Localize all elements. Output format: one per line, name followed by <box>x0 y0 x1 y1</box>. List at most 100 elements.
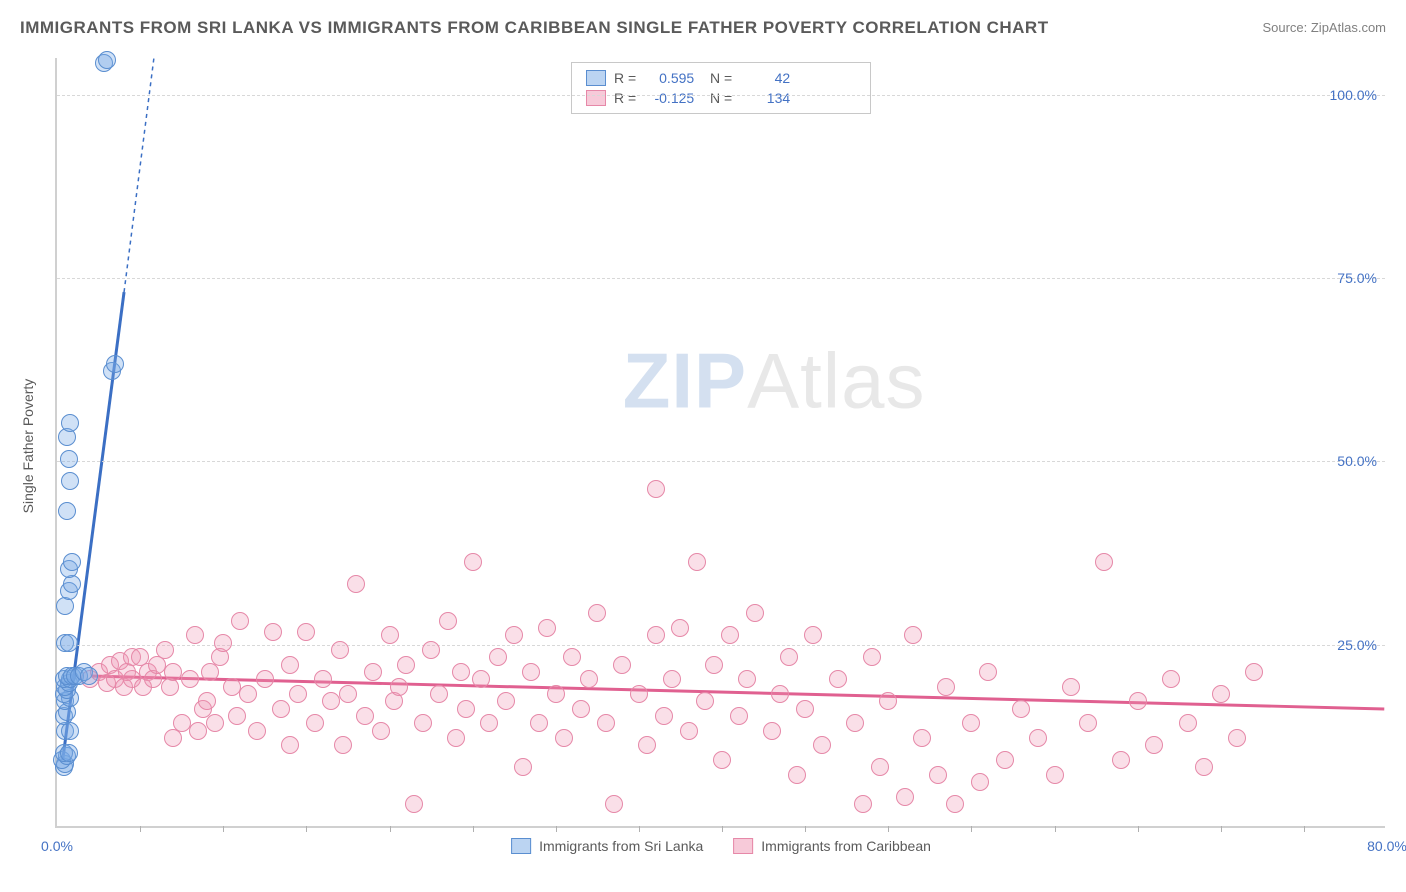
x-tick-mark <box>306 826 307 832</box>
data-point <box>489 648 507 666</box>
data-point <box>929 766 947 784</box>
data-point <box>231 612 249 630</box>
data-point <box>771 685 789 703</box>
y-tick-label: 25.0% <box>1337 637 1377 653</box>
data-point <box>630 685 648 703</box>
data-point <box>829 670 847 688</box>
data-point <box>563 648 581 666</box>
data-point <box>671 619 689 637</box>
data-point <box>1079 714 1097 732</box>
data-point <box>1046 766 1064 784</box>
data-point <box>472 670 490 688</box>
legend-r-label: R = <box>614 70 636 86</box>
data-point <box>813 736 831 754</box>
data-point <box>497 692 515 710</box>
grid-line <box>57 278 1385 279</box>
y-tick-label: 50.0% <box>1337 453 1377 469</box>
x-tick-mark <box>805 826 806 832</box>
y-tick-label: 100.0% <box>1330 87 1377 103</box>
x-tick-mark <box>1055 826 1056 832</box>
data-point <box>452 663 470 681</box>
data-point <box>60 450 78 468</box>
y-axis-label: Single Father Poverty <box>20 379 36 514</box>
data-point <box>306 714 324 732</box>
data-point <box>314 670 332 688</box>
data-point <box>173 714 191 732</box>
watermark-atlas: Atlas <box>747 336 925 424</box>
data-point <box>61 472 79 490</box>
data-point <box>60 634 78 652</box>
data-point <box>181 670 199 688</box>
legend-r-blue: 0.595 <box>644 70 694 86</box>
data-point <box>334 736 352 754</box>
data-point <box>322 692 340 710</box>
data-point <box>281 736 299 754</box>
data-point <box>996 751 1014 769</box>
data-point <box>189 722 207 740</box>
data-point <box>647 480 665 498</box>
data-point <box>331 641 349 659</box>
data-point <box>705 656 723 674</box>
data-point <box>804 626 822 644</box>
data-point <box>514 758 532 776</box>
data-point <box>688 553 706 571</box>
data-point <box>414 714 432 732</box>
legend-n-label: N = <box>702 70 732 86</box>
data-point <box>256 670 274 688</box>
data-point <box>713 751 731 769</box>
data-point <box>896 788 914 806</box>
data-point <box>80 667 98 685</box>
data-point <box>397 656 415 674</box>
data-point <box>439 612 457 630</box>
x-tick-label-end: 80.0% <box>1367 838 1406 854</box>
data-point <box>447 729 465 747</box>
data-point <box>638 736 656 754</box>
x-tick-mark <box>639 826 640 832</box>
data-point <box>971 773 989 791</box>
data-point <box>186 626 204 644</box>
series-label-blue: Immigrants from Sri Lanka <box>539 838 703 854</box>
data-point <box>381 626 399 644</box>
data-point <box>547 685 565 703</box>
data-point <box>422 641 440 659</box>
data-point <box>390 678 408 696</box>
series-legend: Immigrants from Sri Lanka Immigrants fro… <box>511 838 931 854</box>
legend-n-pink: 134 <box>740 90 790 106</box>
data-point <box>738 670 756 688</box>
data-point <box>854 795 872 813</box>
data-point <box>904 626 922 644</box>
watermark-zip: ZIP <box>623 336 747 424</box>
data-point <box>580 670 598 688</box>
data-point <box>464 553 482 571</box>
legend-n-label: N = <box>702 90 732 106</box>
x-tick-mark <box>140 826 141 832</box>
data-point <box>289 685 307 703</box>
data-point <box>1012 700 1030 718</box>
data-point <box>796 700 814 718</box>
data-point <box>588 604 606 622</box>
data-point <box>1112 751 1130 769</box>
data-point <box>913 729 931 747</box>
data-point <box>871 758 889 776</box>
data-point <box>572 700 590 718</box>
data-point <box>347 575 365 593</box>
data-point <box>364 663 382 681</box>
legend-row-pink: R = -0.125 N = 134 <box>572 88 870 108</box>
x-tick-mark <box>390 826 391 832</box>
legend-swatch-blue <box>586 70 606 86</box>
data-point <box>98 51 116 69</box>
x-tick-mark <box>556 826 557 832</box>
grid-line <box>57 645 1385 646</box>
x-tick-mark <box>1221 826 1222 832</box>
x-tick-mark <box>473 826 474 832</box>
data-point <box>613 656 631 674</box>
data-point <box>281 656 299 674</box>
chart-container: IMMIGRANTS FROM SRI LANKA VS IMMIGRANTS … <box>0 0 1406 892</box>
legend-swatch-pink <box>586 90 606 106</box>
data-point <box>605 795 623 813</box>
data-point <box>937 678 955 696</box>
data-point <box>223 678 241 696</box>
data-point <box>522 663 540 681</box>
data-point <box>248 722 266 740</box>
data-point <box>1062 678 1080 696</box>
